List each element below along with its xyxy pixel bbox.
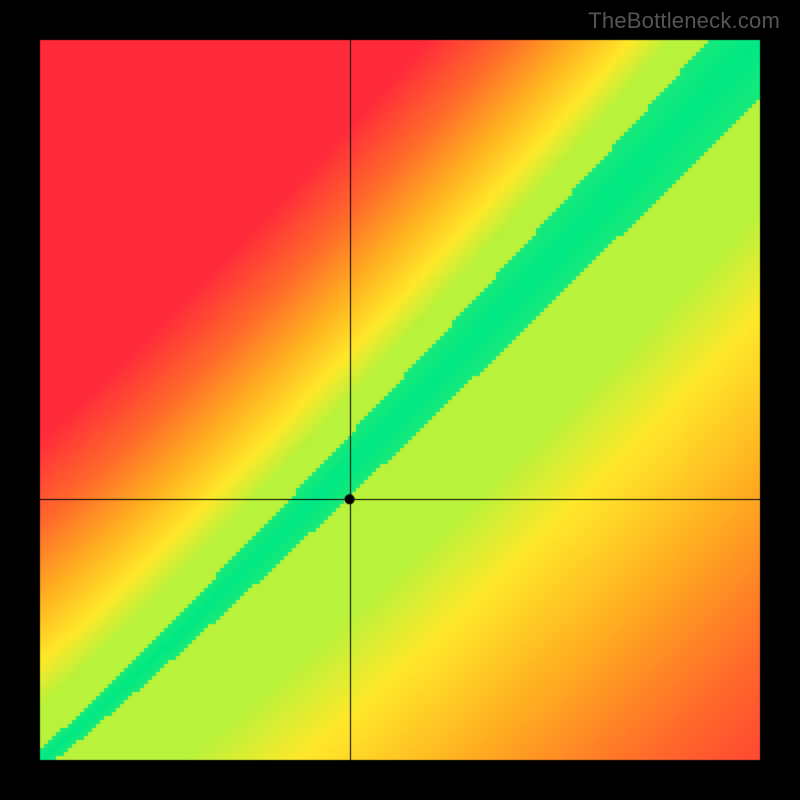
chart-container: { "watermark": { "text": "TheBottleneck.… <box>0 0 800 800</box>
bottleneck-heatmap <box>0 0 800 800</box>
watermark-label: TheBottleneck.com <box>588 8 780 34</box>
